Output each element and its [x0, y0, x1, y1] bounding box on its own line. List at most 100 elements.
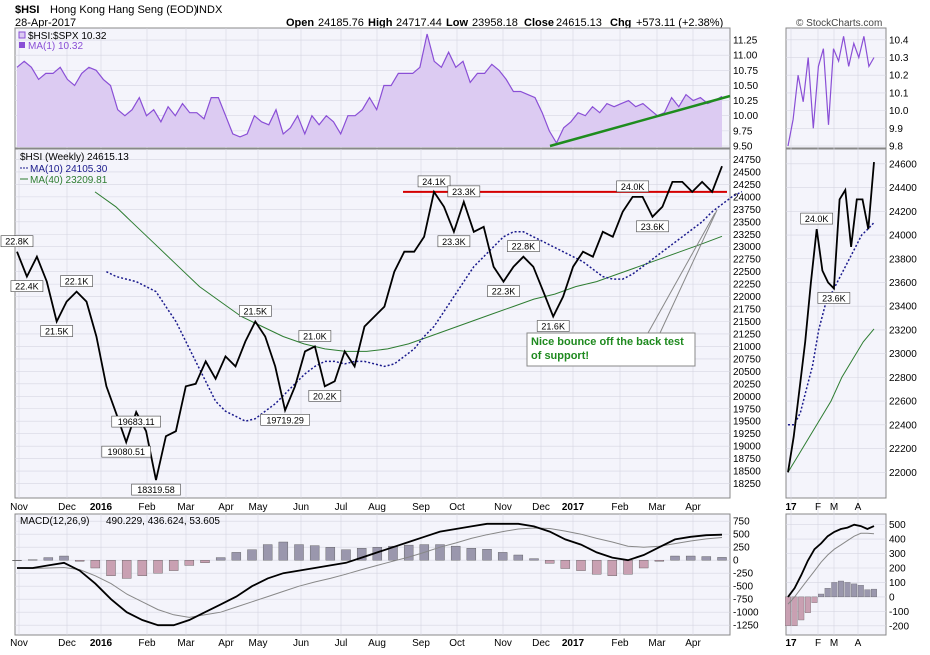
close-label: Close — [524, 17, 554, 29]
price-label-box — [507, 240, 540, 252]
macd-tick-label: -1000 — [733, 608, 759, 619]
price-tick-label: 24500 — [733, 167, 761, 178]
x-axis-label-bottom: Dec — [532, 638, 550, 649]
open-value: 24185.76 — [318, 17, 364, 29]
annotation-box — [526, 332, 696, 367]
open-label: Open — [286, 17, 314, 29]
side-ratio-panel — [785, 27, 887, 149]
side-macd-histogram-bar — [837, 580, 844, 598]
x-axis-label: Feb — [611, 502, 629, 513]
macd-histogram-bar — [74, 560, 85, 562]
price-tick-label: 19500 — [733, 417, 761, 428]
x-axis-label: Aug — [368, 502, 386, 513]
x-axis-label-bottom: Apr — [218, 638, 234, 649]
side-macd-tick-label: 400 — [889, 535, 906, 546]
chg-label: Chg — [610, 17, 631, 29]
macd-histogram-bar — [482, 549, 492, 561]
side-price-line — [787, 162, 875, 473]
side-ratio-tick-label: 9.8 — [889, 142, 903, 153]
price-label-box — [101, 445, 151, 458]
side-x-axis-label: A — [855, 502, 862, 513]
side-macd-tick-label: -200 — [889, 621, 909, 632]
side-macd-histogram-bar — [791, 596, 798, 626]
side-macd-tick-label: 200 — [889, 564, 906, 575]
macd-histogram-bar — [685, 555, 696, 561]
side-price-tick-label: 24400 — [889, 183, 917, 194]
side-x-axis-label-bottom: 17 — [785, 638, 797, 649]
x-axis-label: 2016 — [90, 502, 113, 513]
price-label-box — [437, 235, 471, 248]
x-axis-label: Apr — [218, 502, 234, 513]
side-macd-tick-label: 100 — [889, 578, 906, 589]
side-macd-histogram-bar — [811, 596, 818, 603]
price-data-label: 21.0K — [303, 331, 327, 341]
price-tick-label: 23000 — [733, 242, 761, 253]
price-label-box — [298, 330, 332, 342]
macd-histogram-bar — [43, 557, 54, 561]
macd-tick-label: -250 — [733, 569, 753, 580]
annotation-pointer — [647, 212, 716, 334]
macd-histogram-bar — [12, 560, 22, 561]
ma40-legend: MA(40) 23209.81 — [30, 175, 108, 186]
price-tick-label: 22250 — [733, 280, 761, 291]
side-macd-histogram-bar — [831, 582, 838, 598]
price-tick-label: 21750 — [733, 305, 761, 316]
price-label-box — [131, 483, 181, 496]
side-x-axis-label-bottom: A — [855, 638, 862, 649]
macd-histogram-bar — [435, 544, 445, 561]
macd-tick-label: -500 — [733, 582, 753, 593]
macd-tick-label: -1250 — [733, 621, 759, 632]
macd-histogram-bar — [247, 549, 257, 561]
side-ratio-tick-label: 10.4 — [889, 35, 909, 46]
price-label-box — [536, 320, 570, 332]
price-tick-label: 20500 — [733, 367, 761, 378]
x-axis-label: Nov — [494, 502, 512, 513]
annotation-text-1: Nice bounce off the back test — [531, 336, 684, 348]
price-data-label: 20.2K — [313, 391, 337, 401]
side-macd-histogram — [785, 580, 877, 626]
price-tick-label: 18750 — [733, 454, 761, 465]
side-macd-line — [787, 523, 875, 598]
price-label-box — [636, 220, 669, 233]
macd-tick-label: -750 — [733, 595, 753, 606]
low-label: Low — [446, 17, 468, 29]
macd-histogram-bar — [607, 560, 618, 577]
side-price-tick-label: 22000 — [889, 468, 917, 479]
side-price-tick-label: 23200 — [889, 325, 917, 336]
side-price-tick-label: 22200 — [889, 444, 917, 455]
x-axis-label: 2017 — [562, 502, 585, 513]
price-tick-label: 23750 — [733, 205, 761, 216]
annotation-text-2: of support! — [531, 350, 589, 362]
macd-histogram-bar — [560, 560, 571, 569]
x-axis-label-bottom: Nov — [10, 638, 28, 649]
x-axis-label: Sep — [412, 502, 430, 513]
x-axis-label: Mar — [648, 502, 666, 513]
price-data-label: 21.5K — [45, 327, 69, 337]
macd-histogram-bar — [341, 549, 351, 561]
side-price-data-label: 23.6K — [822, 293, 846, 303]
macd-histogram-bar — [294, 544, 304, 561]
macd-histogram-bar — [27, 559, 38, 561]
ratio-tick-label: 10.50 — [733, 81, 758, 92]
macd-histogram-bar — [388, 545, 398, 561]
x-axis-label-bottom: Nov — [494, 638, 512, 649]
macd-histogram-bar — [466, 548, 477, 561]
x-axis-label: Oct — [449, 502, 465, 513]
price-data-label: 22.1K — [65, 277, 89, 287]
annotation-callout: Nice bounce off the back test of support… — [526, 209, 718, 367]
x-axis-label: Dec — [58, 502, 76, 513]
side-ratio-tick-label: 10.3 — [889, 53, 909, 64]
ratio-line — [16, 33, 723, 145]
side-macd-tick-label: 0 — [889, 592, 895, 603]
price-tick-label: 19750 — [733, 404, 761, 415]
price-tick-label: 20750 — [733, 354, 761, 365]
side-ratio-tick-label: 10.2 — [889, 71, 909, 82]
price-tick-label: 21250 — [733, 329, 761, 340]
side-macd-tick-label: -100 — [889, 607, 909, 618]
price-data-label: 19080.51 — [107, 447, 145, 457]
close-value: 24615.13 — [556, 17, 602, 29]
x-axis-label-bottom: Jul — [335, 638, 348, 649]
ma10-legend: MA(10) 24105.30 — [30, 164, 108, 175]
side-price-tick-label: 23800 — [889, 254, 917, 265]
macd-histogram-bar — [670, 555, 680, 561]
